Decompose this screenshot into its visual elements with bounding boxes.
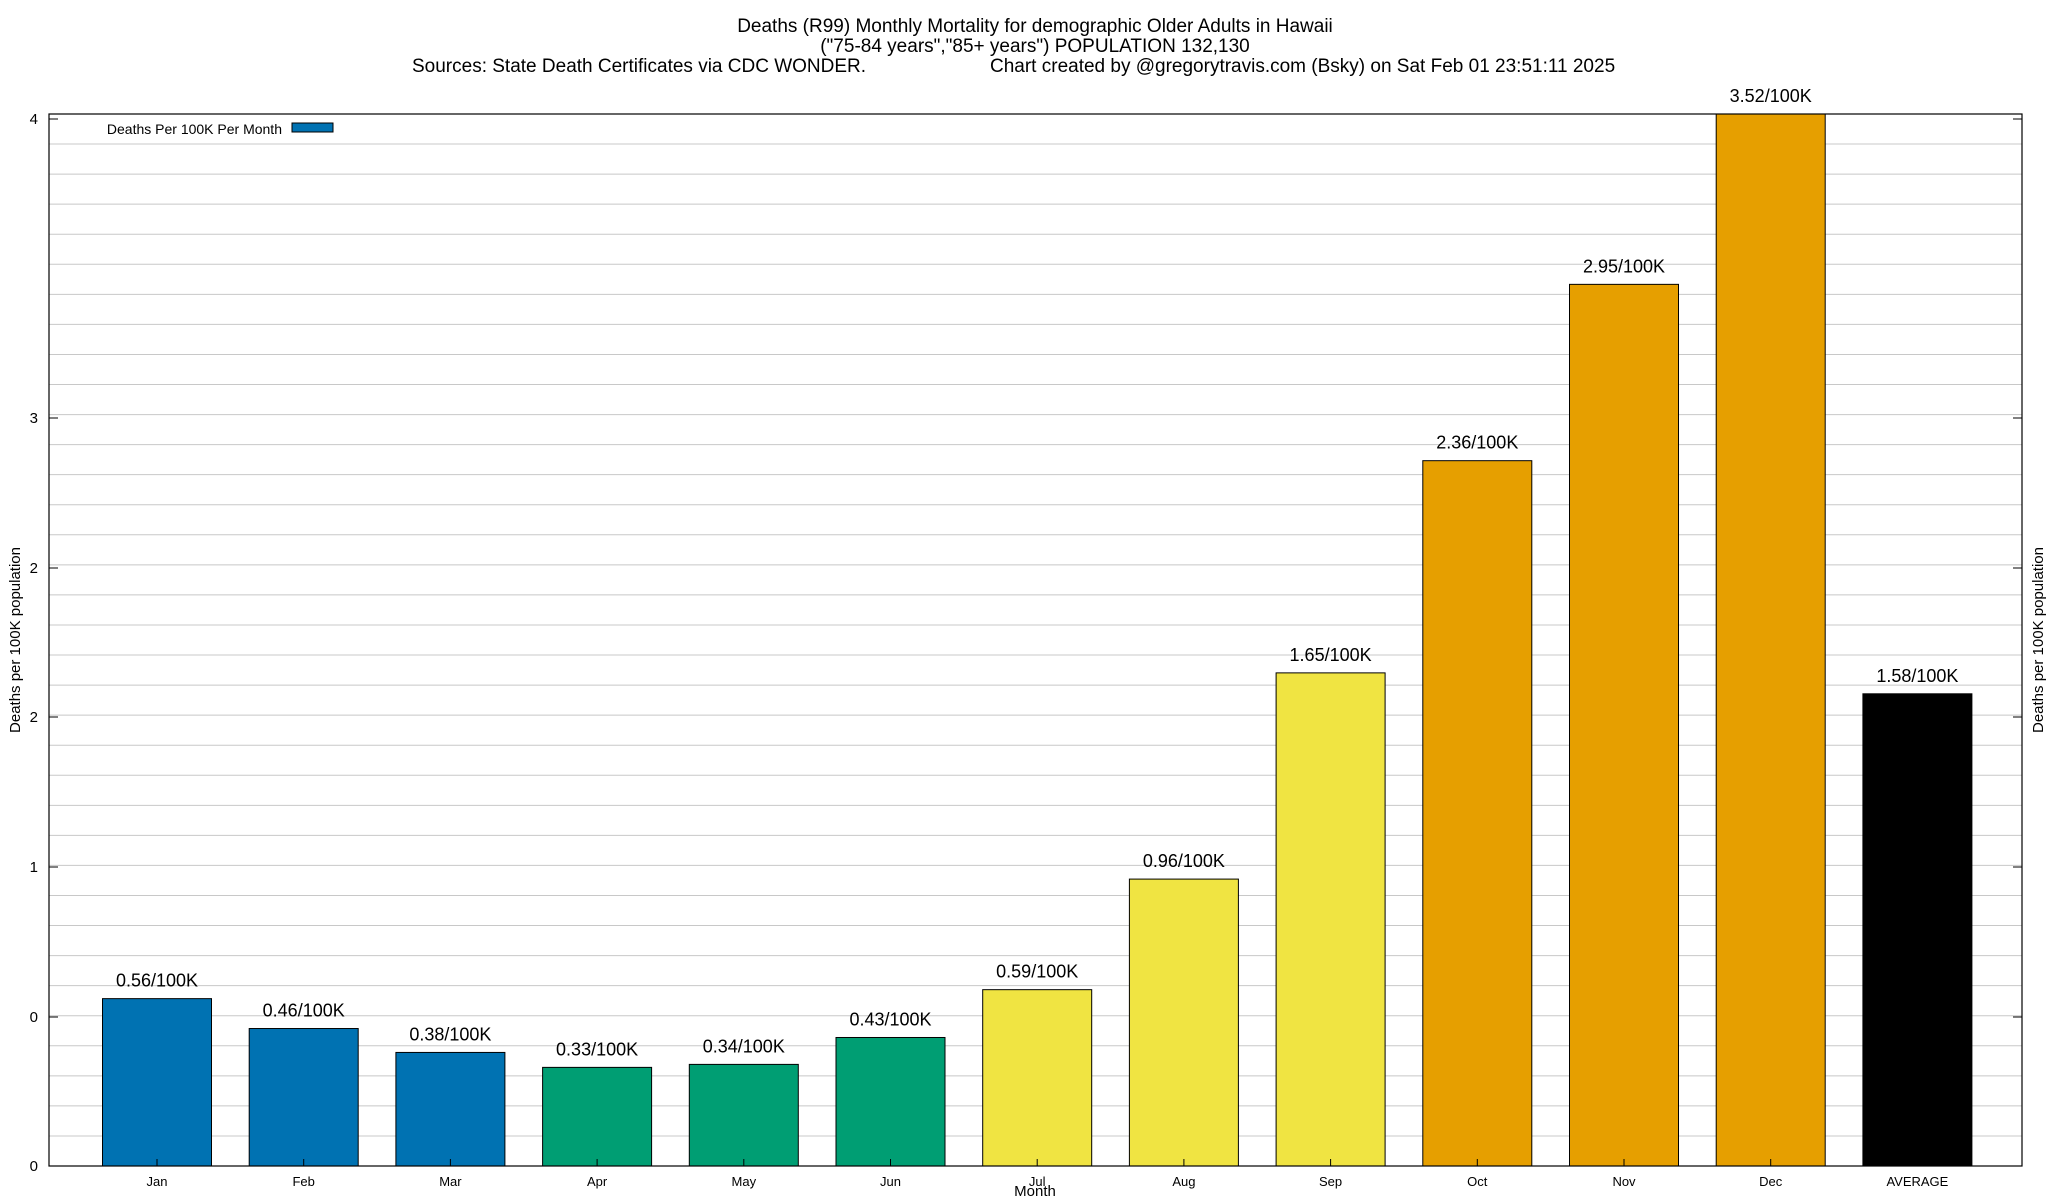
y-tick-label: 2 <box>30 560 38 577</box>
bar-sep <box>1275 672 1386 1167</box>
y-ticks: 0 0 1 2 2 3 4 <box>30 111 2022 1175</box>
bar-oct <box>1422 460 1533 1167</box>
data-label: 0.43/100K <box>849 1009 931 1029</box>
grid <box>49 143 2022 1137</box>
bar-may <box>688 1063 799 1167</box>
bar-dec <box>1715 113 1826 1167</box>
data-label: 0.59/100K <box>996 962 1078 982</box>
x-tick-label: Aug <box>1172 1174 1195 1189</box>
bars <box>102 113 1973 1167</box>
x-tick-label: Jun <box>880 1174 901 1189</box>
bar-aug <box>1128 878 1239 1167</box>
x-ticks: Jan Feb Mar Apr May Jun Jul Aug Sep Oct Nov Dec AVER… <box>147 1159 1949 1189</box>
x-tick-label: Feb <box>292 1174 314 1189</box>
chart-credit: Chart created by @gregorytravis.com (Bsk… <box>990 56 1615 77</box>
data-label: 3.52/100K <box>1730 86 1812 106</box>
chart-title-line-1: Deaths (R99) Monthly Mortality for demog… <box>737 16 1333 37</box>
bar-jul <box>982 989 1093 1167</box>
data-label: 0.96/100K <box>1143 851 1225 871</box>
data-label: 1.58/100K <box>1876 666 1958 686</box>
data-label: 0.56/100K <box>116 971 198 991</box>
bar-average <box>1862 693 1973 1167</box>
data-label: 1.65/100K <box>1290 645 1372 665</box>
y-tick-label: 0 <box>30 1009 38 1026</box>
data-labels: 0.56/100K 0.46/100K 0.38/100K 0.33/100K 0.34… <box>116 86 1958 1059</box>
legend-swatch <box>291 122 334 133</box>
data-label: 2.95/100K <box>1583 256 1665 276</box>
y-axis-label-left: Deaths per 100K population <box>7 547 24 733</box>
y-tick-label: 2 <box>30 709 38 726</box>
bar-nov <box>1569 283 1679 1167</box>
data-label: 0.46/100K <box>263 1001 345 1021</box>
chart-title-line-2: ("75-84 years","85+ years") POPULATION 1… <box>820 36 1250 57</box>
x-tick-label: Mar <box>439 1174 462 1189</box>
data-label: 2.36/100K <box>1436 433 1518 453</box>
legend: Deaths Per 100K Per Month <box>107 121 334 137</box>
x-axis-label: Month <box>1014 1183 1056 1200</box>
y-tick-label: 3 <box>30 410 38 427</box>
y-tick-label: 4 <box>30 111 38 128</box>
x-tick-label: Oct <box>1467 1174 1488 1189</box>
x-tick-label: May <box>732 1174 757 1189</box>
plot-frame <box>48 113 2023 1167</box>
data-label: 0.34/100K <box>703 1036 785 1056</box>
x-tick-label: Dec <box>1759 1174 1783 1189</box>
x-tick-label: AVERAGE <box>1886 1174 1948 1189</box>
chart-sources: Sources: State Death Certificates via CD… <box>412 56 866 77</box>
bar-jan <box>102 998 212 1167</box>
legend-label: Deaths Per 100K Per Month <box>107 121 282 137</box>
x-tick-label: Nov <box>1612 1174 1636 1189</box>
bar-feb <box>248 1028 359 1167</box>
x-tick-label: Apr <box>587 1174 608 1189</box>
y-axis-label-right: Deaths per 100K population <box>2030 547 2047 733</box>
data-label: 0.33/100K <box>556 1039 638 1059</box>
x-tick-label: Sep <box>1319 1174 1342 1189</box>
y-tick-label: 1 <box>30 859 38 876</box>
y-tick-label: 0 <box>30 1158 38 1175</box>
x-tick-label: Jul <box>1029 1174 1046 1189</box>
data-label: 0.38/100K <box>409 1024 491 1044</box>
bar-apr <box>542 1066 653 1167</box>
x-tick-label: Jan <box>147 1174 168 1189</box>
bar-mar <box>395 1051 506 1167</box>
bar-jun <box>835 1036 946 1167</box>
